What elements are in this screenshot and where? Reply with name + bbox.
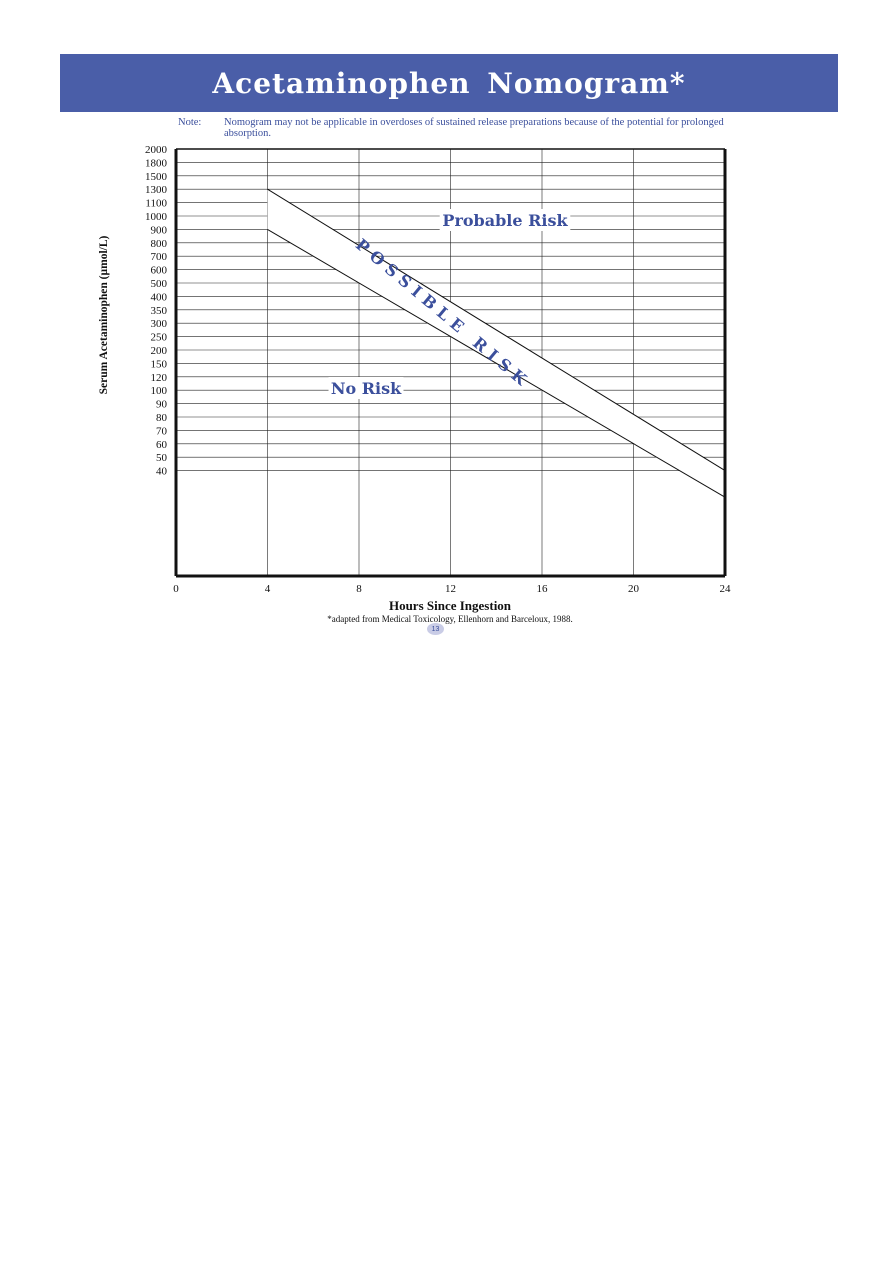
y-tick-label: 1500 (145, 171, 168, 183)
possible-risk-band (267, 189, 725, 498)
y-axis-label: Serum Acetaminophen (µmol/L) (98, 235, 110, 395)
x-tick-label: 4 (265, 583, 271, 595)
y-tick-label: 1800 (145, 157, 168, 169)
no-risk-label: No Risk (331, 379, 402, 398)
no-risk-label-bg (328, 377, 404, 399)
y-tick-label: 800 (151, 238, 168, 250)
y-tick-label: 1300 (145, 184, 168, 196)
x-tick-label: 20 (628, 583, 640, 595)
x-tick-label: 16 (537, 583, 549, 595)
footnote: *adapted from Medical Toxicology, Ellenh… (327, 614, 573, 624)
y-tick-label: 500 (151, 278, 168, 290)
x-tick-label: 0 (173, 583, 179, 595)
x-axis-label: Hours Since Ingestion (388, 598, 512, 613)
x-tick-labels: 0 4 8 12 16 20 24 (173, 583, 731, 595)
y-tick-label: 40 (156, 466, 168, 478)
y-tick-label: 60 (156, 439, 168, 451)
x-tick-label: 24 (720, 583, 732, 595)
plot-frame (174, 148, 727, 578)
y-tick-label: 300 (151, 318, 168, 330)
y-tick-label: 1000 (145, 211, 168, 223)
y-tick-label: 100 (151, 385, 168, 397)
probable-risk-label-bg (439, 209, 571, 231)
y-tick-label: 350 (151, 305, 168, 317)
y-tick-label: 2000 (145, 144, 168, 156)
y-tick-label: 120 (151, 372, 168, 384)
y-tick-label: 70 (156, 425, 168, 437)
y-tick-label: 50 (156, 452, 168, 464)
x-tick-label: 12 (445, 583, 456, 595)
lower-line (267, 228, 726, 498)
y-tick-label: 200 (151, 345, 168, 357)
possible-risk-label: POSSIBLE RISK (352, 235, 535, 393)
y-tick-label: 700 (151, 251, 168, 263)
risk-band (267, 188, 726, 498)
y-tick-label: 80 (156, 412, 168, 424)
page-number-badge: 13 (427, 623, 444, 635)
x-tick-label: 8 (356, 583, 362, 595)
y-tick-label: 150 (151, 358, 168, 370)
y-tick-label: 250 (151, 332, 168, 344)
y-tick-labels: 2000180015001300110010009008007006005004… (145, 144, 168, 478)
note-text: Nomogram may not be applicable in overdo… (224, 117, 724, 139)
note-label: Note: (178, 117, 202, 128)
y-tick-label: 400 (151, 291, 168, 303)
probable-risk-label: Probable Risk (442, 211, 568, 230)
y-tick-label: 90 (156, 399, 168, 411)
page-title: Acetaminophen Nomogram* (212, 66, 686, 100)
y-tick-label: 600 (151, 265, 168, 277)
upper-line (267, 188, 726, 472)
y-tick-label: 1100 (145, 198, 167, 210)
title-banner: Acetaminophen Nomogram* (60, 54, 838, 112)
y-tick-label: 900 (151, 224, 168, 236)
